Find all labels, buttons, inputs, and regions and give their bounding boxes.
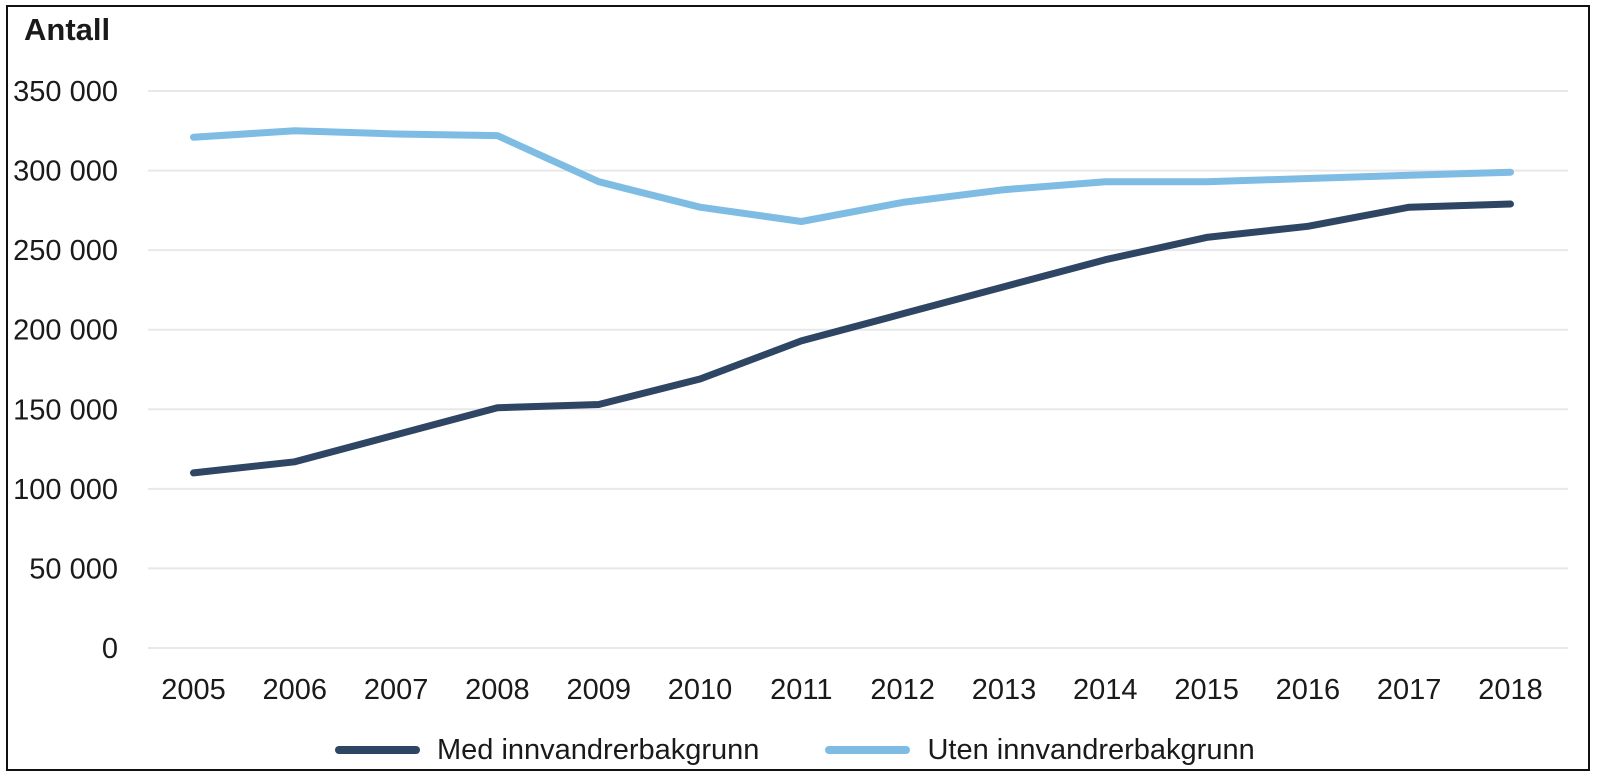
series-line-uten-innvandrerbakgrunn	[190, 127, 1514, 225]
x-axis-tick-label: 2012	[870, 674, 935, 706]
x-axis-tick-label: 2017	[1377, 674, 1442, 706]
y-axis-tick-label: 250 000	[13, 235, 118, 267]
x-axis-tick-label: 2007	[364, 674, 429, 706]
x-axis-tick-label: 2018	[1478, 674, 1543, 706]
x-axis-tick-label: 2005	[161, 674, 226, 706]
legend-label-uten: Uten innvandrerbakgrunn	[927, 733, 1255, 766]
legend: Med innvandrerbakgrunn Uten innvandrerba…	[335, 730, 1255, 770]
legend-swatch-uten	[825, 746, 911, 754]
legend-item-med-innvandrerbakgrunn: Med innvandrerbakgrunn	[335, 734, 759, 767]
x-axis-tick-label: 2016	[1276, 674, 1341, 706]
x-axis-tick-label: 2013	[972, 674, 1037, 706]
legend-label-med: Med innvandrerbakgrunn	[437, 733, 760, 766]
y-axis-tick-label: 50 000	[29, 553, 118, 585]
y-axis-tick-label: 300 000	[13, 156, 118, 188]
y-axis-tick-label: 0	[102, 633, 118, 665]
x-axis-tick-label: 2008	[465, 674, 530, 706]
x-axis-tick-label: 2009	[566, 674, 631, 706]
x-axis-tick-label: 2011	[770, 674, 832, 706]
legend-item-uten-innvandrerbakgrunn: Uten innvandrerbakgrunn	[825, 733, 1255, 767]
y-axis-tick-label: 100 000	[13, 474, 118, 506]
legend-swatch-med	[335, 746, 420, 754]
series-line-med-innvandrerbakgrunn	[190, 200, 1514, 477]
x-axis-tick-label: 2010	[668, 674, 733, 706]
x-axis-tick-label: 2014	[1073, 674, 1138, 706]
y-axis-tick-label: 150 000	[13, 394, 118, 426]
y-axis-tick-label: 200 000	[13, 315, 118, 347]
x-axis-tick-label: 2006	[263, 674, 328, 706]
chart-title: Antall	[24, 12, 111, 47]
y-axis-tick-label: 350 000	[13, 76, 118, 108]
x-axis-tick-label: 2015	[1174, 674, 1239, 706]
